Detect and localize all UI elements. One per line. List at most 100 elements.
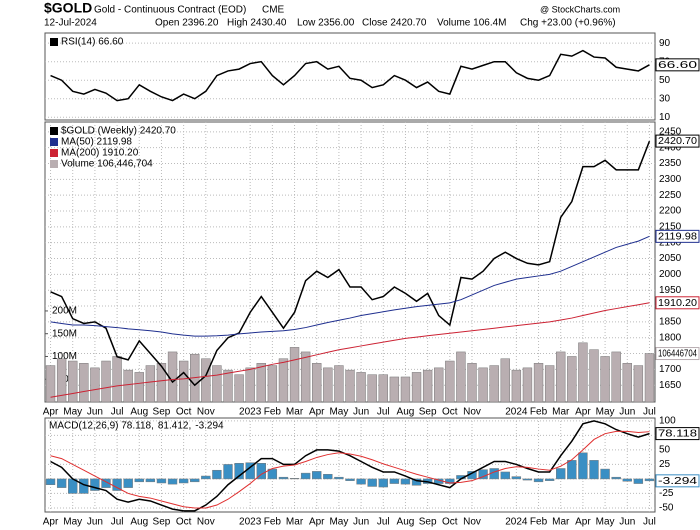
legend-entry: MACD(12,26,9) 78.118, [49,421,154,432]
y-tick-label: 1800 [659,332,682,343]
last-value-box [655,296,700,310]
x-tick-label: Apr [43,517,59,528]
series-line [50,420,650,512]
bar [633,365,644,403]
bar [422,369,433,403]
y-tick-label: 50 [659,75,671,86]
legend-swatch [50,149,58,157]
legend-swatch [50,38,58,46]
x-tick-label: Jul [111,517,124,528]
bar [223,369,233,403]
bar [345,369,355,403]
y-tick-label: 50M [58,374,77,385]
bar [278,476,289,480]
x-tick-label: Jun [619,407,635,418]
bar [300,351,311,403]
bar [356,372,366,403]
bar [500,358,510,403]
bar [267,365,278,403]
bar [134,372,144,403]
x-tick-label: Nov [197,517,215,528]
panel [44,417,656,513]
x-tick-label: 2024 [505,407,528,418]
bar [611,351,621,403]
x-tick-label: Oct [442,407,458,418]
x-tick-label: 2023 [239,407,262,418]
series-line [50,302,650,398]
bar [578,452,588,480]
bar [600,468,610,480]
x-tick-label: Jun [619,517,635,528]
bar [400,376,411,403]
bar [145,365,156,403]
last-value-box [655,229,700,243]
bar [411,478,422,486]
x-tick-label: Sep [153,517,171,528]
x-tick-label: Apr [309,517,325,528]
last-value-box [655,474,700,488]
bar [145,478,156,483]
x-tick-label: Aug [397,407,415,418]
bar [45,478,56,485]
x-tick-label: Sep [419,517,437,528]
x-tick-label: Nov [463,407,481,418]
x-tick-label: Jun [353,407,369,418]
y-tick-label: 100M [52,351,77,362]
x-tick-label: May [329,407,348,418]
bar [578,342,588,403]
y-tick-label: 2250 [659,190,682,201]
x-tick-label: Feb [530,517,548,528]
x-tick-label: May [63,517,82,528]
bar [267,468,278,480]
y-tick-label: 1850 [659,317,682,328]
x-tick-label: Jul [377,517,390,528]
y-tick-label: 2150 [659,221,682,232]
series-line [50,430,650,509]
bar [445,478,455,484]
last-value-label: -3.294 [658,476,698,487]
x-tick-label: Aug [130,407,148,418]
bar [245,367,255,403]
x-tick-label: Sep [419,407,437,418]
y-tick-label: 2400 [659,142,682,153]
bar [589,349,599,403]
panel [44,121,656,403]
bar [378,478,388,488]
x-tick-label: Mar [286,407,304,418]
x-tick-label: Nov [197,407,215,418]
x-tick-label: Apr [309,407,325,418]
x-tick-label: 2023 [239,517,262,528]
y-tick-label: 100 [659,416,676,427]
bar [345,478,355,481]
bar [201,475,211,480]
x-tick-label: Mar [552,407,570,418]
bar [389,376,400,403]
x-tick-label: Nov [463,517,481,528]
symbol: $GOLD [44,0,92,16]
x-tick-label: Feb [264,407,282,418]
bar [522,367,533,403]
bar [178,360,189,403]
legend-swatch [50,127,58,135]
bar [367,374,377,403]
bar [123,478,133,488]
y-tick-label: 2050 [659,253,682,264]
last-value-label: 66.60 [658,60,698,71]
bar [633,478,644,484]
bar [134,478,144,483]
bar [323,367,333,403]
bar [589,460,599,480]
series-line [50,235,650,337]
bar [101,360,111,403]
series-line [50,140,651,387]
bar [112,356,122,403]
bar [289,478,300,480]
bar [212,469,222,480]
bar [45,365,56,403]
y-tick-label: -50 [659,503,674,514]
bar [256,463,266,480]
y-tick-label: 25 [659,459,671,470]
bar [567,460,577,480]
last-value-box [655,58,700,72]
bar [356,478,366,485]
